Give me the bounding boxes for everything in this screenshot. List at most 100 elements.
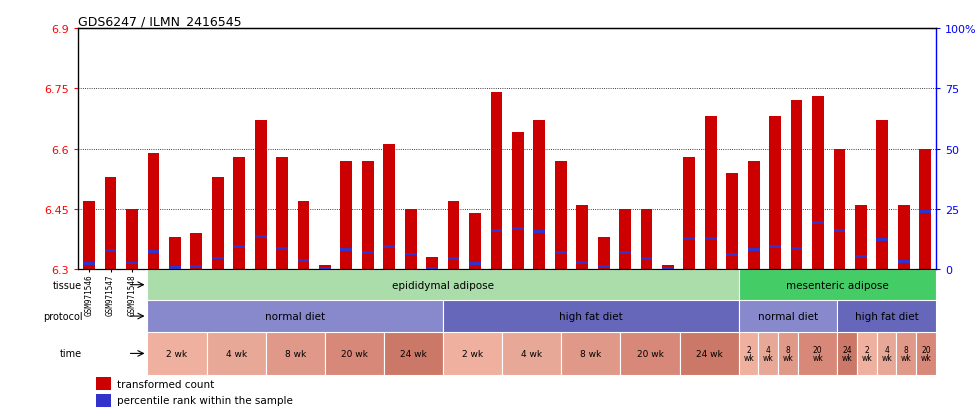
Bar: [276, 157, 288, 269]
Bar: [834, 230, 846, 233]
Bar: [680, 332, 739, 375]
Bar: [383, 246, 395, 249]
Bar: [705, 237, 716, 240]
Bar: [748, 161, 760, 269]
Bar: [916, 332, 936, 375]
Bar: [739, 301, 837, 332]
Bar: [148, 251, 160, 254]
Bar: [169, 237, 180, 269]
Bar: [126, 262, 138, 265]
Bar: [443, 301, 739, 332]
Bar: [598, 237, 610, 269]
Text: 20 wk: 20 wk: [341, 349, 368, 358]
Bar: [662, 266, 674, 269]
Bar: [298, 201, 310, 269]
Bar: [662, 268, 674, 271]
Text: 20 wk: 20 wk: [637, 349, 663, 358]
Bar: [897, 332, 916, 375]
Bar: [105, 177, 117, 269]
Text: mesenteric adipose: mesenteric adipose: [786, 280, 889, 290]
Bar: [233, 245, 245, 248]
Bar: [491, 229, 503, 232]
Bar: [469, 262, 481, 265]
Bar: [405, 253, 416, 256]
Bar: [533, 121, 545, 269]
Bar: [769, 117, 781, 269]
Bar: [405, 209, 416, 269]
Bar: [426, 257, 438, 269]
Bar: [190, 233, 202, 269]
Bar: [739, 332, 759, 375]
Text: 20
wk: 20 wk: [812, 345, 823, 362]
Text: 24 wk: 24 wk: [400, 349, 427, 358]
Text: percentile rank within the sample: percentile rank within the sample: [117, 396, 293, 406]
Text: transformed count: transformed count: [117, 379, 215, 389]
Text: normal diet: normal diet: [758, 311, 818, 321]
Bar: [683, 157, 695, 269]
Bar: [798, 332, 837, 375]
Bar: [877, 332, 897, 375]
Bar: [147, 301, 443, 332]
Bar: [448, 201, 460, 269]
Bar: [837, 301, 936, 332]
Bar: [683, 237, 695, 240]
Bar: [620, 332, 680, 375]
Text: 4 wk: 4 wk: [521, 349, 542, 358]
Bar: [383, 145, 395, 269]
Bar: [169, 266, 180, 269]
Text: 2
wk: 2 wk: [743, 345, 754, 362]
Bar: [319, 268, 331, 271]
Bar: [533, 231, 545, 234]
Bar: [512, 133, 523, 269]
Bar: [555, 161, 566, 269]
Text: 2
wk: 2 wk: [861, 345, 872, 362]
Bar: [324, 332, 384, 375]
Bar: [340, 249, 352, 252]
Bar: [266, 332, 324, 375]
Bar: [778, 332, 798, 375]
Bar: [190, 266, 202, 268]
Text: 20
wk: 20 wk: [920, 345, 931, 362]
Bar: [491, 93, 503, 269]
Bar: [576, 261, 588, 264]
Bar: [619, 209, 631, 269]
Bar: [748, 249, 760, 252]
Bar: [147, 269, 739, 301]
Text: 24 wk: 24 wk: [696, 349, 722, 358]
Bar: [726, 254, 738, 256]
Text: 8 wk: 8 wk: [580, 349, 602, 358]
Bar: [83, 201, 95, 269]
Bar: [769, 245, 781, 248]
Bar: [105, 249, 117, 252]
Bar: [512, 227, 523, 230]
Bar: [876, 238, 888, 241]
Bar: [855, 255, 866, 258]
Bar: [837, 332, 858, 375]
Bar: [598, 266, 610, 268]
Bar: [834, 149, 846, 269]
Bar: [919, 149, 931, 269]
Bar: [276, 248, 288, 251]
Bar: [255, 235, 267, 238]
Text: GDS6247 / ILMN_2416545: GDS6247 / ILMN_2416545: [78, 15, 242, 28]
Bar: [126, 209, 138, 269]
Text: 24
wk: 24 wk: [842, 345, 853, 362]
Bar: [212, 257, 223, 260]
Bar: [340, 161, 352, 269]
Text: 2 wk: 2 wk: [167, 349, 187, 358]
Bar: [739, 269, 936, 301]
Text: high fat diet: high fat diet: [559, 311, 623, 321]
Bar: [362, 161, 373, 269]
Bar: [233, 157, 245, 269]
Bar: [562, 332, 620, 375]
Text: high fat diet: high fat diet: [855, 311, 918, 321]
Bar: [576, 205, 588, 269]
Text: 8
wk: 8 wk: [901, 345, 911, 362]
Bar: [255, 121, 267, 269]
Bar: [641, 257, 653, 260]
Bar: [147, 332, 207, 375]
Text: normal diet: normal diet: [266, 311, 325, 321]
Bar: [212, 177, 223, 269]
Text: 4 wk: 4 wk: [225, 349, 247, 358]
Bar: [812, 97, 824, 269]
